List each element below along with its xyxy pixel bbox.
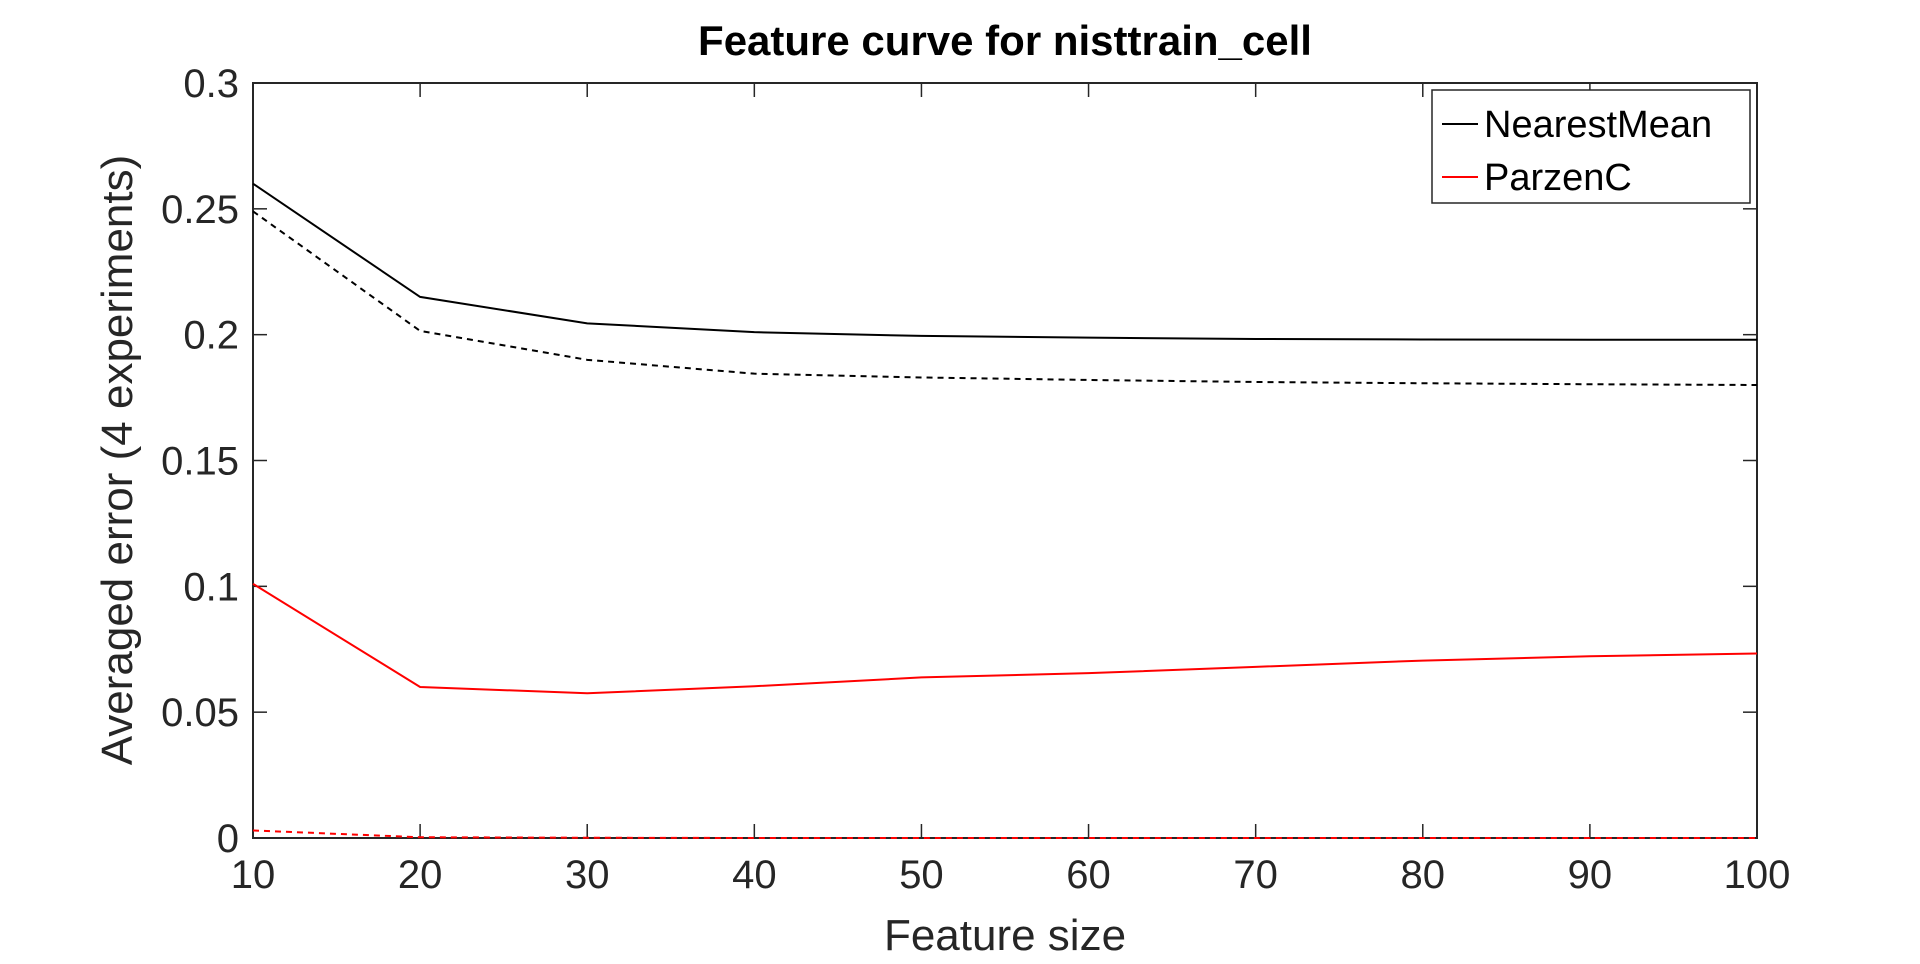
x-tick-labels: 10 20 30 40 50 60 70 80 90 100 — [231, 853, 1791, 897]
x-tick-label: 100 — [1724, 853, 1791, 897]
legend-box — [1431, 89, 1751, 204]
chart-title: Feature curve for nisttrain_cell — [698, 17, 1312, 64]
series-line-1 — [252, 210, 1758, 386]
x-tick-label: 80 — [1401, 853, 1446, 897]
x-tick-label: 40 — [732, 853, 777, 897]
x-tick-label: 60 — [1066, 853, 1111, 897]
series-line-0 — [252, 182, 1757, 341]
x-tick-label: 50 — [899, 853, 944, 897]
series-lines — [252, 182, 1758, 839]
y-tick-labels: 0 0.05 0.1 0.15 0.2 0.25 0.3 — [161, 62, 239, 861]
tick-marks — [252, 82, 1758, 839]
x-tick-label: 90 — [1568, 853, 1613, 897]
y-axis-label: Averaged error (4 experiments) — [93, 155, 142, 766]
legend: NearestMean ParzenC — [1431, 89, 1751, 204]
x-tick-label: 70 — [1233, 853, 1278, 897]
x-tick-label: 30 — [565, 853, 610, 897]
y-tick-label: 0.1 — [183, 565, 239, 609]
y-tick-label: 0.3 — [183, 62, 239, 106]
series-line-3 — [252, 829, 1757, 839]
y-tick-label: 0.25 — [161, 188, 239, 232]
y-tick-label: 0.15 — [161, 440, 239, 484]
y-tick-label: 0.05 — [161, 691, 239, 735]
y-tick-label: 0.2 — [183, 314, 239, 358]
x-axis-label: Feature size — [884, 911, 1126, 960]
legend-label-parzenc: ParzenC — [1484, 157, 1632, 199]
series-line-2 — [252, 582, 1758, 695]
plot-area — [252, 82, 1758, 839]
x-tick-label: 20 — [398, 853, 443, 897]
y-tick-label: 0 — [217, 817, 239, 861]
legend-label-nearestmean: NearestMean — [1484, 104, 1712, 146]
x-tick-label: 10 — [231, 853, 276, 897]
